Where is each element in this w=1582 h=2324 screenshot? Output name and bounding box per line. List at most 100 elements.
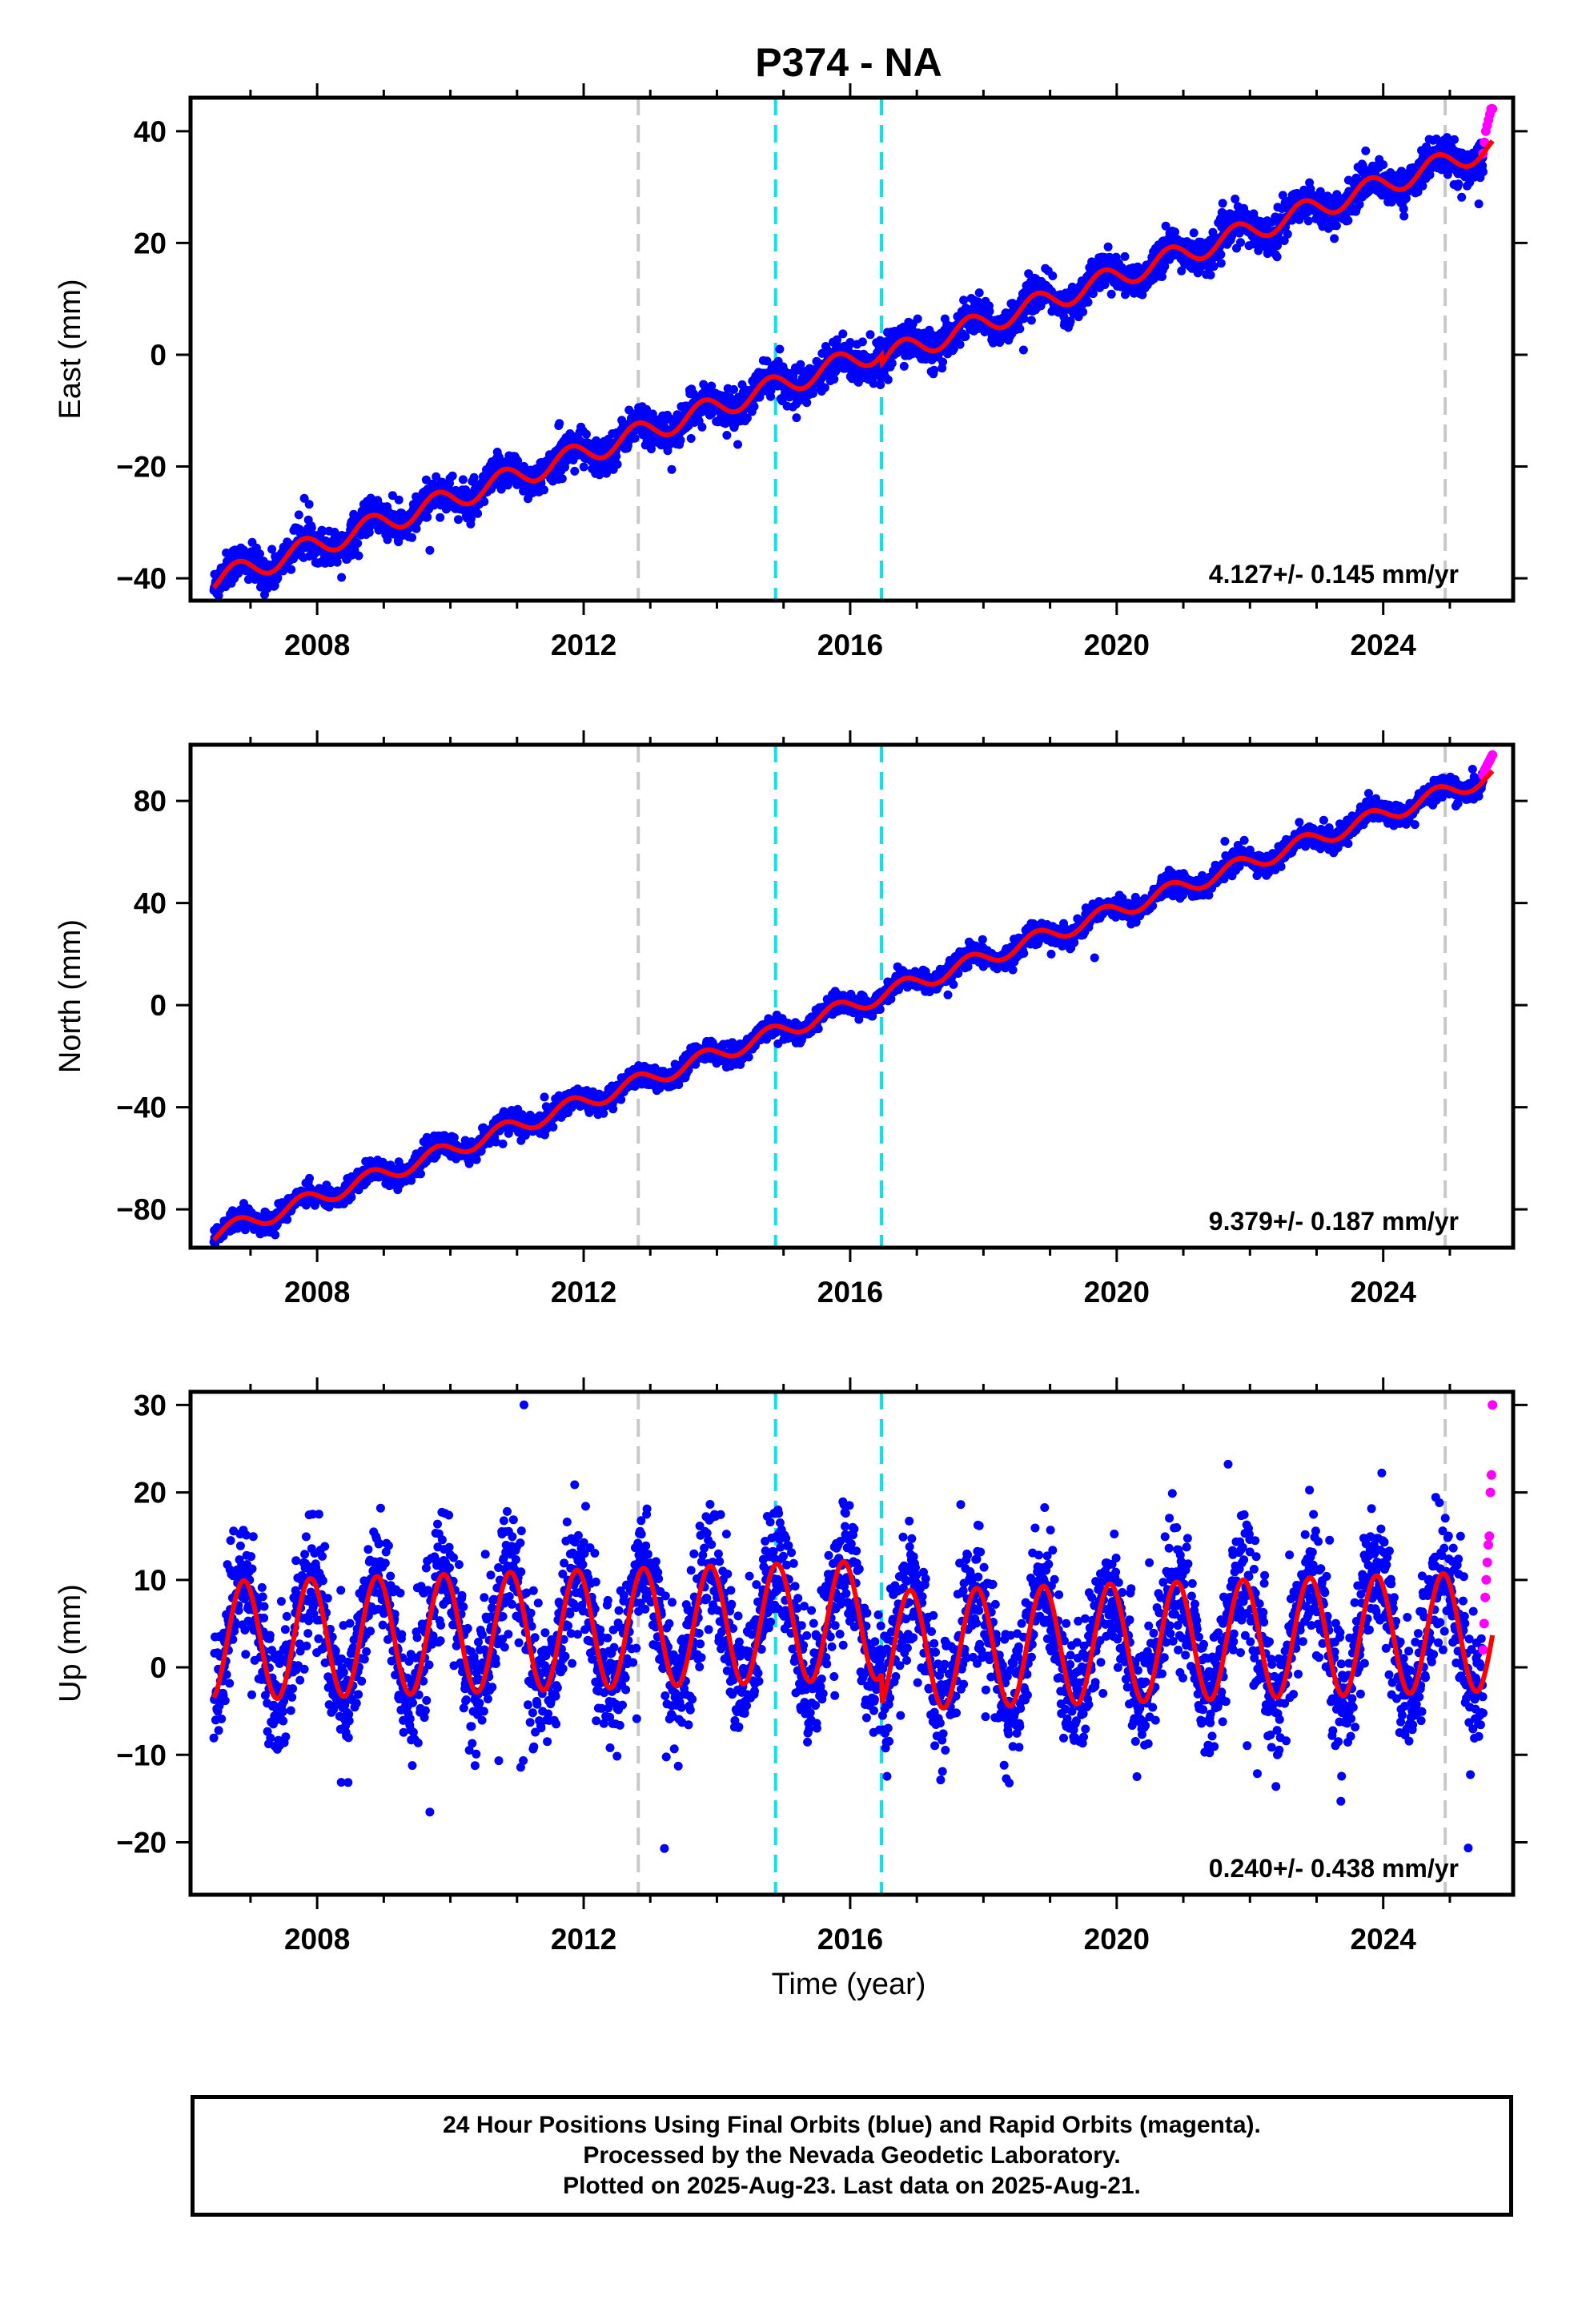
final-orbit-point (647, 444, 656, 454)
final-orbit-point (949, 344, 958, 354)
final-orbit-point (267, 545, 277, 554)
final-orbit-point (271, 1230, 280, 1240)
final-orbit-point (796, 360, 805, 369)
final-orbit-points-east (209, 133, 1488, 601)
final-orbit-point (1206, 270, 1215, 279)
final-orbit-point (1078, 308, 1088, 316)
final-orbit-point (676, 436, 685, 445)
final-orbit-point (1236, 238, 1245, 247)
final-orbit-point (387, 491, 397, 501)
final-orbit-point (347, 1192, 356, 1202)
final-orbit-point (749, 402, 759, 412)
final-orbit-point (1283, 229, 1292, 239)
final-orbit-point (1120, 251, 1130, 261)
final-orbit-point (762, 356, 772, 366)
final-orbit-point (555, 419, 564, 428)
final-orbit-point (1026, 316, 1036, 325)
final-orbit-points-north (209, 765, 1488, 1248)
final-orbit-point (742, 413, 752, 423)
y-tick-label: −20 (116, 451, 167, 484)
final-orbit-point (808, 388, 817, 398)
final-orbit-point (733, 440, 742, 449)
final-orbit-point (394, 495, 404, 505)
final-orbit-point (766, 386, 776, 396)
final-orbit-point (1216, 259, 1226, 268)
final-orbit-point (961, 332, 970, 341)
final-orbit-point (1331, 221, 1341, 231)
final-orbit-point (581, 429, 591, 439)
final-orbit-point (353, 539, 363, 548)
final-orbit-point (294, 510, 303, 520)
y-tick-label: 0 (150, 339, 167, 372)
final-orbit-point (423, 513, 432, 522)
final-orbit-point (930, 365, 939, 375)
final-orbit-point (466, 514, 476, 524)
final-orbit-point (513, 456, 523, 465)
final-orbit-point (599, 1108, 608, 1118)
final-orbit-point (273, 573, 283, 583)
final-orbit-point (570, 466, 580, 476)
final-orbit-point (612, 452, 621, 461)
final-orbit-point (383, 535, 392, 545)
final-orbit-point (602, 468, 611, 478)
final-orbit-point (412, 524, 421, 533)
final-orbit-point (887, 359, 897, 368)
final-orbit-point (775, 344, 785, 354)
final-orbit-point (845, 338, 855, 347)
final-orbit-point (214, 591, 223, 601)
final-orbit-point (416, 1169, 425, 1179)
final-orbit-point (255, 549, 264, 559)
final-orbit-point (829, 375, 839, 384)
final-orbit-point (630, 433, 640, 443)
rate-label-east: 4.127+/- 0.145 mm/yr (1209, 560, 1459, 589)
final-orbit-point (612, 460, 622, 469)
x-tick-label: 2024 (1351, 629, 1417, 661)
final-orbit-point (436, 513, 445, 522)
final-orbit-point (1343, 215, 1353, 225)
final-orbit-point (449, 1133, 459, 1142)
final-orbit-point (283, 1215, 292, 1224)
y-axis-label-east: East (mm) (54, 279, 87, 419)
final-orbit-point (503, 480, 512, 490)
final-orbit-point (802, 398, 812, 408)
final-orbit-point (1479, 167, 1488, 177)
final-orbit-point (496, 485, 506, 494)
final-orbit-point (955, 340, 965, 349)
final-orbit-point (307, 523, 316, 533)
final-orbit-point (1379, 160, 1388, 170)
final-orbit-point (1474, 199, 1484, 209)
final-orbit-point (707, 381, 717, 391)
final-orbit-point (287, 565, 296, 574)
final-orbit-point (1454, 179, 1464, 189)
rapid-orbit-point (1488, 104, 1498, 114)
final-orbit-point (1019, 314, 1029, 324)
final-orbit-point (985, 307, 994, 316)
final-orbit-point (304, 500, 314, 509)
final-orbit-point (648, 409, 657, 419)
final-orbit-point (1088, 289, 1098, 299)
final-orbit-point (1399, 211, 1409, 221)
final-orbit-point (938, 357, 948, 367)
final-orbit-point (448, 471, 457, 480)
final-orbit-point (820, 383, 829, 392)
final-orbit-point (557, 474, 567, 484)
final-orbit-point (608, 1104, 618, 1114)
final-orbit-point (883, 375, 893, 384)
final-orbit-point (1083, 297, 1093, 307)
final-orbit-point (838, 329, 848, 339)
final-orbit-point (974, 288, 984, 298)
x-tick-label: 2020 (1084, 629, 1150, 661)
final-orbit-point (548, 1122, 558, 1132)
final-orbit-point (364, 528, 374, 537)
final-orbit-point (1303, 216, 1313, 226)
final-orbit-point (1189, 228, 1199, 238)
final-orbit-point (792, 413, 801, 423)
x-tick-label: 2008 (284, 629, 350, 661)
final-orbit-point (686, 434, 696, 443)
final-orbit-point (408, 533, 417, 542)
final-orbit-point (1361, 146, 1371, 155)
